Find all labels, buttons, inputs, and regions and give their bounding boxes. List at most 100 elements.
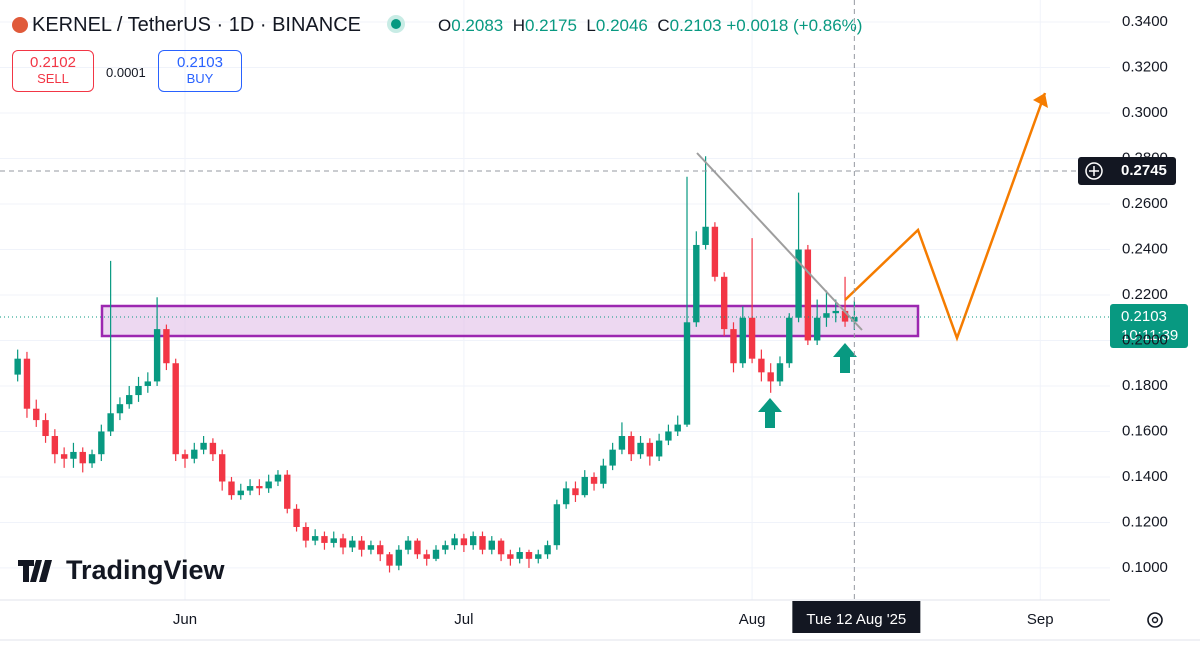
candles bbox=[14, 156, 858, 573]
candle-body bbox=[711, 226, 719, 277]
candle-body bbox=[432, 549, 440, 559]
y-tick-label: 0.1600 bbox=[1122, 422, 1168, 439]
l-label: L bbox=[586, 16, 596, 35]
candle-body bbox=[479, 536, 486, 550]
last-price-label: 0.2103 bbox=[1121, 308, 1167, 325]
symbol-header: KERNEL / TetherUS · 1D · BINANCE bbox=[12, 14, 401, 37]
candle-body bbox=[581, 476, 588, 496]
candle-body bbox=[274, 474, 282, 482]
y-tick-label: 0.1400 bbox=[1122, 468, 1168, 485]
candle-body bbox=[88, 454, 96, 464]
candle-body bbox=[748, 317, 756, 359]
candle-body bbox=[600, 465, 607, 484]
candle-body bbox=[42, 420, 49, 437]
candle-body bbox=[702, 226, 709, 245]
change: +0.0018 (+0.86%) bbox=[726, 16, 863, 35]
candle-body bbox=[572, 488, 579, 496]
candle-body bbox=[302, 526, 310, 541]
sell-label: SELL bbox=[37, 71, 69, 86]
candle-body bbox=[823, 313, 830, 318]
candle-body bbox=[469, 536, 477, 546]
candle-body bbox=[404, 540, 412, 550]
candle-body bbox=[451, 538, 458, 546]
candle-body bbox=[246, 486, 254, 491]
candle-body bbox=[665, 431, 672, 441]
candle-body bbox=[525, 552, 533, 559]
spread: 0.0001 bbox=[106, 65, 146, 80]
candle-body bbox=[655, 440, 663, 457]
crosshair-date-tag bbox=[792, 601, 921, 633]
candle-body bbox=[739, 317, 746, 364]
symbol: KERNEL / TetherUS · 1D · BINANCE bbox=[32, 14, 361, 36]
trend-line bbox=[696, 152, 863, 331]
crosshair-price-tag bbox=[1078, 157, 1176, 186]
candle-body bbox=[70, 451, 77, 459]
candle-body bbox=[813, 317, 821, 341]
candle-body bbox=[293, 508, 300, 527]
sell-button[interactable]: 0.2102 SELL bbox=[12, 50, 94, 92]
y-tick-label: 0.2400 bbox=[1122, 240, 1168, 257]
x-tick-label: Jul bbox=[454, 611, 473, 628]
x-tick-label: Jun bbox=[173, 611, 197, 628]
candle-body bbox=[758, 358, 765, 373]
arrow-up bbox=[758, 398, 782, 428]
crosshair-plus bbox=[1089, 166, 1099, 177]
candle-body bbox=[414, 540, 421, 555]
y-tick-label: 0.2000 bbox=[1122, 331, 1168, 348]
candle-body bbox=[209, 442, 217, 455]
zone bbox=[100, 304, 920, 338]
candle-body bbox=[265, 481, 272, 489]
candle-body bbox=[200, 442, 207, 450]
candle-body bbox=[562, 488, 570, 505]
candle-body bbox=[256, 486, 263, 489]
candle-body bbox=[23, 358, 31, 409]
candle-body bbox=[358, 540, 365, 550]
buy-button[interactable]: 0.2103 BUY bbox=[158, 50, 242, 92]
last-price-tag bbox=[1110, 304, 1188, 349]
o-value: 0.2083 bbox=[451, 16, 504, 35]
candle-body bbox=[330, 538, 337, 543]
candle-body bbox=[14, 358, 21, 375]
buy-label: BUY bbox=[186, 71, 214, 86]
x-tick-label: Aug bbox=[739, 611, 766, 628]
candle-body bbox=[767, 372, 774, 382]
watermark-text: TradingView bbox=[66, 555, 226, 585]
o-label: O bbox=[438, 16, 452, 35]
candle-body bbox=[386, 554, 393, 566]
candle-body bbox=[609, 449, 616, 466]
candle-body bbox=[832, 310, 839, 314]
status-dot bbox=[390, 19, 401, 29]
y-tick-label: 0.1800 bbox=[1122, 377, 1168, 394]
settings-icon[interactable] bbox=[1147, 612, 1163, 628]
candle-body bbox=[228, 481, 235, 496]
candle-body bbox=[284, 474, 291, 509]
candle-body bbox=[720, 276, 728, 330]
projection-arrowhead bbox=[1033, 93, 1048, 108]
sell-price: 0.2102 bbox=[30, 54, 76, 71]
candle-body bbox=[786, 317, 793, 364]
candle-body bbox=[98, 431, 105, 455]
candle-body bbox=[497, 540, 505, 555]
y-tick-label: 0.3400 bbox=[1122, 13, 1168, 30]
h-value: 0.2175 bbox=[524, 16, 577, 35]
projection-path bbox=[844, 92, 1047, 342]
candle-body bbox=[395, 549, 403, 566]
y-tick-label: 0.2200 bbox=[1122, 286, 1168, 303]
candle-body bbox=[516, 552, 523, 559]
candle-body bbox=[51, 436, 59, 455]
x-tick-label: Sep bbox=[1027, 611, 1054, 628]
candle-body bbox=[144, 381, 152, 386]
y-tick-label: 0.3000 bbox=[1122, 104, 1168, 121]
candle-body bbox=[535, 554, 542, 559]
candle-body bbox=[153, 329, 161, 382]
candle-body bbox=[116, 404, 124, 414]
c-label: C bbox=[657, 16, 670, 35]
crosshair-plus bbox=[1085, 162, 1103, 180]
candle-body bbox=[488, 540, 495, 550]
candle-body bbox=[553, 504, 561, 546]
candle-body bbox=[181, 454, 189, 459]
candle-body bbox=[841, 310, 849, 322]
candle-body bbox=[163, 329, 170, 364]
candle-body bbox=[367, 545, 375, 550]
